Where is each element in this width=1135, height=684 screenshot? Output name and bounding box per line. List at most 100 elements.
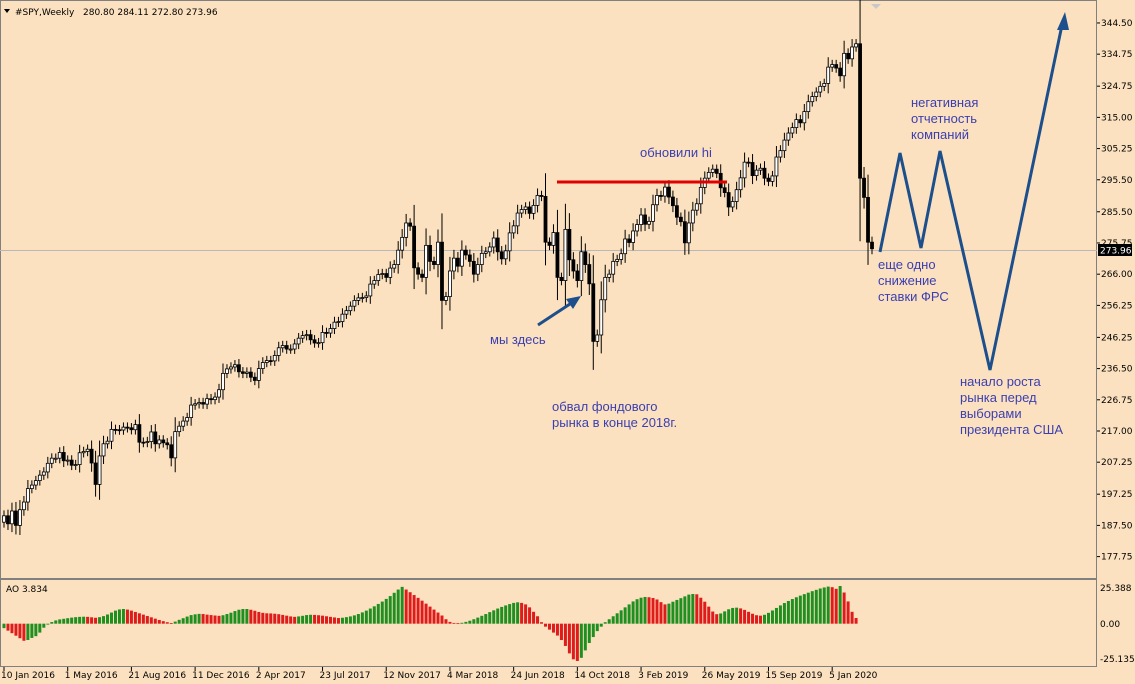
candle: [499, 246, 504, 265]
candle-body: [591, 283, 596, 342]
candle: [862, 166, 866, 209]
candle-body: [846, 52, 851, 60]
ao-bar: [822, 587, 826, 624]
ao-bar: [707, 606, 711, 624]
candle-body: [674, 205, 679, 218]
ao-bar: [149, 617, 153, 624]
ao-bar: [508, 604, 512, 624]
ao-bar: [854, 617, 858, 624]
ao-bar: [273, 613, 277, 624]
ao-bar: [22, 623, 26, 641]
candle-body: [213, 396, 217, 401]
ao-bar: [257, 611, 261, 624]
candle: [113, 424, 118, 435]
candle: [623, 229, 628, 263]
ao-bar: [376, 603, 380, 624]
candle: [209, 393, 213, 405]
candle-body: [826, 66, 831, 84]
ao-bar: [360, 612, 364, 624]
annotation-earnings-line3: компаний: [911, 127, 969, 142]
candle: [591, 255, 596, 370]
candle: [364, 291, 369, 303]
candle-body: [233, 364, 237, 368]
ao-bar: [755, 615, 759, 624]
ao-bar: [396, 589, 400, 624]
candle-body: [237, 364, 241, 373]
ao-bar: [364, 610, 368, 624]
ao-bar: [185, 616, 189, 624]
candle-body: [125, 426, 130, 429]
ao-bar: [289, 616, 293, 624]
ao-bar: [563, 623, 567, 646]
ao-bar: [189, 615, 193, 624]
candle-body: [710, 168, 715, 173]
ao-bar: [472, 619, 476, 624]
candle-body: [328, 328, 333, 334]
candle: [854, 39, 858, 52]
time-axis: 10 Jan 2016 1 May 2016 21 Aug 2016 11 Dec 2…: [1, 667, 878, 681]
ao-bar: [309, 614, 313, 624]
ao-bar: [90, 617, 94, 624]
candle: [814, 87, 819, 102]
candle-body: [456, 257, 460, 267]
candle-body: [603, 276, 608, 301]
candle-body: [225, 368, 229, 374]
ao-bar: [504, 605, 508, 624]
candle-body: [794, 119, 799, 129]
candle: [296, 333, 301, 350]
candle: [416, 262, 420, 280]
candle: [244, 367, 249, 379]
candle: [822, 78, 827, 92]
ao-bar: [325, 616, 329, 624]
ao-bar: [285, 615, 289, 624]
candle-body: [133, 424, 138, 431]
candle: [826, 57, 831, 94]
ao-bar: [221, 615, 225, 624]
ao-bar: [141, 614, 145, 624]
candle: [491, 231, 496, 254]
ao-bar: [790, 599, 794, 624]
ao-bar: [544, 623, 548, 627]
candle-body: [272, 355, 277, 362]
ao-bar: [173, 621, 177, 624]
shift-marker-icon[interactable]: [871, 4, 881, 9]
candle-body: [515, 212, 520, 227]
ao-bar: [798, 595, 802, 624]
forecast-path: [878, 24, 1064, 371]
ao-bar: [579, 623, 583, 658]
ao-bar: [512, 602, 516, 624]
candle: [503, 244, 508, 265]
candle: [428, 235, 432, 272]
candle-body: [364, 295, 369, 298]
ao-bar: [759, 615, 763, 624]
candle: [400, 229, 405, 259]
candle-body: [185, 417, 190, 422]
candle-body: [53, 457, 58, 460]
candle-body: [854, 43, 858, 48]
candle-body: [523, 206, 528, 210]
candle: [567, 213, 572, 277]
ao-bar: [571, 623, 575, 660]
candle: [519, 204, 524, 218]
candle-body: [288, 348, 293, 351]
ao-bar: [762, 614, 766, 624]
ao-bar: [328, 616, 332, 624]
candle: [248, 367, 253, 383]
ao-bar: [161, 621, 165, 624]
ao-bar: [810, 591, 814, 624]
candle: [806, 94, 811, 119]
symbol-menu-icon[interactable]: [4, 9, 10, 13]
candle: [674, 197, 679, 225]
candle: [404, 213, 409, 247]
candle: [690, 201, 695, 232]
ao-bar: [699, 597, 703, 624]
candle-body: [244, 371, 249, 374]
candle-body: [356, 297, 361, 301]
candle: [6, 509, 10, 530]
candle: [300, 330, 305, 343]
candle: [45, 456, 50, 479]
candle: [61, 446, 66, 468]
ao-bar: [747, 611, 751, 624]
annotation-earnings-line1: негативная: [911, 95, 978, 110]
